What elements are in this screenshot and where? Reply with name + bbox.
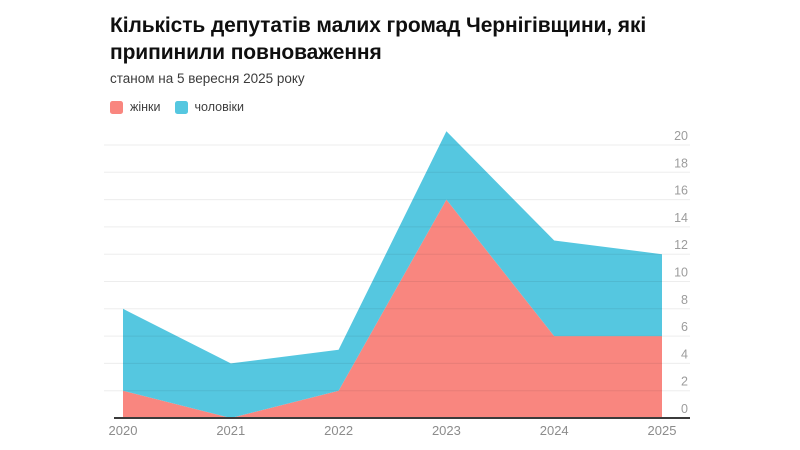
y-tick-label: 2: [681, 375, 688, 389]
chart-subtitle: станом на 5 вересня 2025 року: [110, 71, 305, 86]
x-tick-label: 2020: [109, 423, 138, 438]
x-tick-label: 2021: [216, 423, 245, 438]
y-tick-label: 8: [681, 293, 688, 307]
women-series-swatch: [110, 100, 123, 114]
legend-item-men[interactable]: чоловіки: [174, 100, 244, 114]
men-series-swatch: [174, 100, 188, 114]
legend: жінки чоловіки: [110, 100, 244, 114]
y-tick-label: 0: [681, 402, 688, 416]
chart-title: Кількість депутатів малих громад Чернігі…: [110, 14, 647, 65]
y-tick-label: 14: [674, 211, 688, 225]
y-tick-label: 20: [674, 129, 688, 143]
legend-item-women[interactable]: жінки: [110, 100, 161, 114]
x-tick-label: 2023: [432, 423, 461, 438]
y-tick-label: 18: [674, 156, 688, 170]
y-tick-label: 6: [681, 320, 688, 334]
x-tick-label: 2025: [648, 423, 677, 438]
y-tick-label: 4: [681, 347, 688, 361]
x-tick-label: 2024: [540, 423, 569, 438]
legend-label-women: жінки: [130, 100, 161, 114]
y-tick-label: 10: [674, 266, 688, 280]
y-tick-label: 16: [674, 184, 688, 198]
x-tick-label: 2022: [324, 423, 353, 438]
y-tick-label: 12: [674, 238, 688, 252]
legend-label-men: чоловіки: [194, 100, 244, 114]
area-series-0: [123, 199, 662, 418]
area-series-1: [123, 131, 662, 419]
